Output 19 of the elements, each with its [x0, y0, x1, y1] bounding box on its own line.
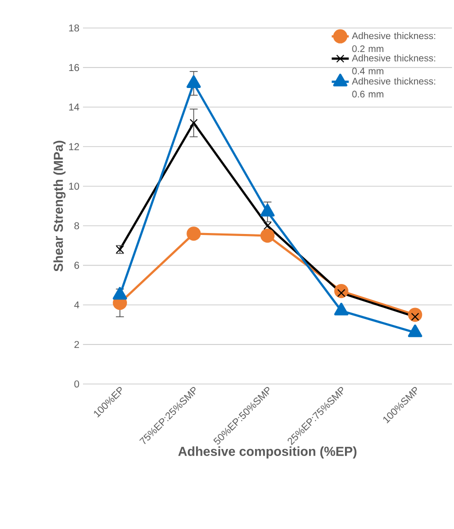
y-tick-label: 14 — [69, 104, 80, 111]
y-tick-label: 4 — [74, 301, 80, 308]
legend-label: Adhesive thickness: 0.2 mm — [352, 32, 436, 52]
y-tick-label: 16 — [69, 64, 80, 72]
x-axis-title: Adhesive composition (%EP) — [178, 446, 356, 459]
point — [408, 324, 422, 338]
y-tick-label: 10 — [69, 182, 80, 190]
y-tick-label: 18 — [69, 24, 80, 32]
point — [260, 228, 275, 243]
y-tick-label: 6 — [74, 262, 80, 269]
legend-label: Adhesive thickness: 0.6 mm — [352, 78, 436, 98]
point — [190, 118, 198, 127]
y-tick-label: 0 — [74, 380, 80, 388]
y-tick-label: 12 — [69, 143, 79, 150]
y-tick-label: 8 — [74, 222, 80, 230]
legend-label: Adhesive thickness: 0.4 mm — [352, 54, 436, 74]
y-axis-title: Shear Strength (MPa) — [53, 140, 66, 272]
point — [186, 226, 201, 241]
y-tick-label: 2 — [74, 340, 79, 348]
